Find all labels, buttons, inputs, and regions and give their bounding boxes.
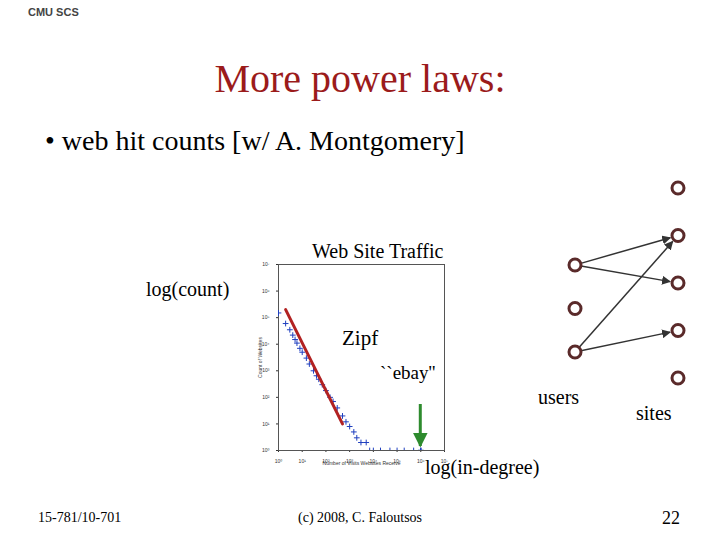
html-text:sites: sites: [636, 402, 672, 424]
svg-text:10⁰: 10⁰: [262, 447, 270, 453]
svg-text:Number of Visits Websites Rece: Number of Visits Websites Receive: [323, 460, 401, 466]
html-text:CMU SCS: CMU SCS: [28, 6, 79, 18]
html-text:• web hit counts [w/ A. Montgo: • web hit counts [w/ A. Montgomery]: [45, 125, 465, 156]
svg-text:10⁰: 10⁰: [275, 458, 283, 464]
svg-text:10¹: 10¹: [262, 421, 270, 427]
html-text:log(count): log(count): [146, 278, 230, 300]
html-text:More power laws:: More power laws:: [214, 56, 506, 101]
html-text:users: users: [538, 386, 580, 408]
html-text:Web Site Traffic: Web Site Traffic: [312, 240, 444, 262]
svg-text:10⁴: 10⁴: [261, 340, 270, 347]
svg-text:10⁶: 10⁶: [417, 458, 425, 464]
html-text:22: 22: [662, 508, 680, 528]
svg-text:10⁵: 10⁵: [262, 314, 270, 320]
html-text:15-781/10-701: 15-781/10-701: [38, 510, 122, 525]
svg-text:Count of Websites: Count of Websites: [257, 337, 263, 378]
svg-text:10²: 10²: [262, 394, 270, 400]
html-text:``ebay'': ``ebay'': [380, 362, 436, 383]
html-text:(c) 2008, C. Faloutsos: (c) 2008, C. Faloutsos: [298, 510, 423, 525]
html-text:Zipf: Zipf: [342, 326, 379, 350]
svg-text:10⁶: 10⁶: [262, 288, 270, 294]
svg-text:10⁷: 10⁷: [262, 261, 270, 267]
svg-text:10³: 10³: [262, 367, 270, 373]
html-text:log(in-degree): log(in-degree): [425, 456, 540, 478]
svg-text:10¹: 10¹: [299, 458, 307, 464]
